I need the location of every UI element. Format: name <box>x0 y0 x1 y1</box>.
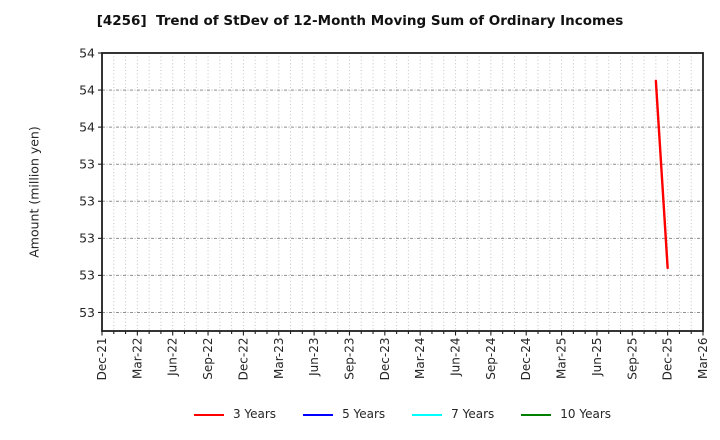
x-tick-label: Dec-21 <box>95 338 109 381</box>
series-line-3-years <box>654 79 669 270</box>
x-tick-label: Dec-25 <box>661 338 675 381</box>
y-tick-label: 53 <box>79 268 95 283</box>
legend-item-7-years: 7 Years <box>412 406 494 423</box>
legend-swatch-5-years <box>303 413 334 416</box>
legend-swatch-3-years <box>193 413 224 416</box>
y-tick-label: 53 <box>79 157 95 172</box>
x-tick-label: Sep-22 <box>201 338 215 380</box>
y-tick-label: 53 <box>79 194 95 209</box>
plot-frame <box>101 52 704 332</box>
y-tick-label: 54 <box>79 45 95 60</box>
x-tick-label: Sep-23 <box>342 338 356 380</box>
chart-title: [4256] Trend of StDev of 12-Month Moving… <box>96 13 624 29</box>
x-tick-label: Dec-24 <box>519 338 533 381</box>
legend-label-5-years: 5 Years <box>342 407 386 421</box>
x-tick-label: Jun-22 <box>166 338 180 377</box>
x-tick-label: Mar-26 <box>696 338 710 379</box>
x-tick-label: Sep-25 <box>625 338 639 380</box>
legend: 3 Years 5 Years 7 Years 10 Years <box>102 406 703 423</box>
x-tick-label: Jun-25 <box>590 338 604 377</box>
y-tick-label: 53 <box>79 231 95 246</box>
legend-item-5-years: 5 Years <box>303 406 385 423</box>
x-tick-label: Sep-24 <box>484 338 498 380</box>
x-tick-label: Mar-25 <box>555 338 569 379</box>
legend-label-10-years: 10 Years <box>560 407 612 421</box>
x-tick-label: Jun-23 <box>307 338 321 377</box>
y-tick-label: 53 <box>79 305 95 320</box>
legend-item-3-years: 3 Years <box>193 406 277 423</box>
y-tick-label: 54 <box>79 82 95 97</box>
legend-label-3-years: 3 Years <box>232 407 277 421</box>
x-tick-label: Mar-22 <box>130 338 144 379</box>
x-tick-label: Dec-22 <box>236 338 250 381</box>
legend-item-10-years: 10 Years <box>521 406 611 423</box>
x-tick-label: Mar-24 <box>413 338 427 379</box>
x-tick-label: Jun-24 <box>449 338 463 377</box>
legend-swatch-10-years <box>521 413 552 416</box>
x-tick-label: Mar-23 <box>272 338 286 379</box>
y-tick-label: 54 <box>79 119 95 134</box>
legend-label-7-years: 7 Years <box>451 407 495 421</box>
x-tick-label: Dec-23 <box>378 338 392 381</box>
legend-swatch-7-years <box>412 413 443 416</box>
